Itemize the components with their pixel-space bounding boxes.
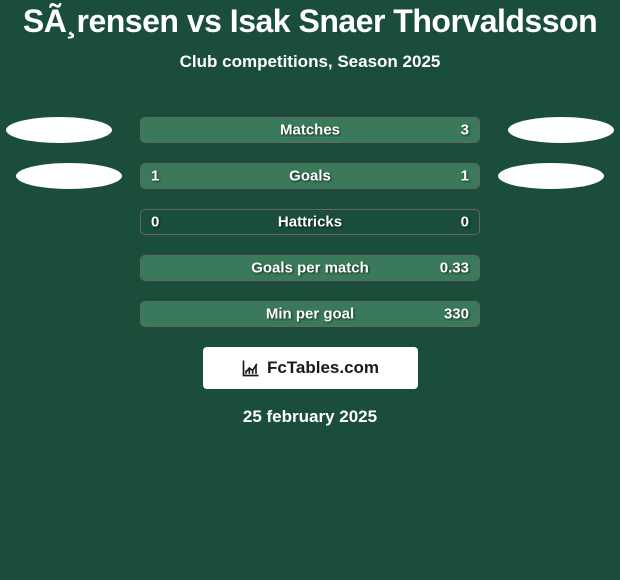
logo-box: FcTables.com — [203, 347, 418, 389]
player-ellipse-left — [6, 117, 112, 143]
stat-bar: Goals per match 0.33 — [140, 255, 480, 281]
stat-row: Goals per match 0.33 — [0, 255, 620, 281]
logo-text: FcTables.com — [267, 358, 379, 378]
stat-bar: Hattricks 0 0 — [140, 209, 480, 235]
stat-bar: Goals 1 1 — [140, 163, 480, 189]
player-ellipse-right — [508, 117, 614, 143]
player-ellipse-left — [16, 163, 122, 189]
stat-label: Goals per match — [251, 260, 369, 277]
player-ellipse-right — [498, 163, 604, 189]
bar-fill-right — [310, 164, 479, 188]
stat-value-right: 0.33 — [440, 260, 469, 277]
comparison-subtitle: Club competitions, Season 2025 — [0, 52, 620, 72]
bar-fill-left — [141, 164, 310, 188]
stat-value-right: 0 — [461, 214, 469, 231]
comparison-title: SÃ¸rensen vs Isak Snaer Thorvaldsson — [0, 3, 620, 40]
stat-row: Matches 3 — [0, 117, 620, 143]
date-label: 25 february 2025 — [0, 407, 620, 427]
stats-rows: Matches 3 Goals 1 1 Hattricks 0 0 Goals per matc… — [0, 117, 620, 327]
stat-label: Hattricks — [278, 214, 342, 231]
stat-label: Matches — [280, 122, 340, 139]
stat-value-right: 3 — [461, 122, 469, 139]
stat-value-left: 0 — [151, 214, 159, 231]
stat-bar: Min per goal 330 — [140, 301, 480, 327]
stat-label: Min per goal — [266, 306, 354, 323]
stat-value-right: 1 — [461, 168, 469, 185]
stat-row: Goals 1 1 — [0, 163, 620, 189]
stat-label: Goals — [289, 168, 331, 185]
stat-bar: Matches 3 — [140, 117, 480, 143]
chart-icon — [241, 358, 261, 378]
stat-row: Min per goal 330 — [0, 301, 620, 327]
stat-value-left: 1 — [151, 168, 159, 185]
stat-row: Hattricks 0 0 — [0, 209, 620, 235]
stat-value-right: 330 — [444, 306, 469, 323]
